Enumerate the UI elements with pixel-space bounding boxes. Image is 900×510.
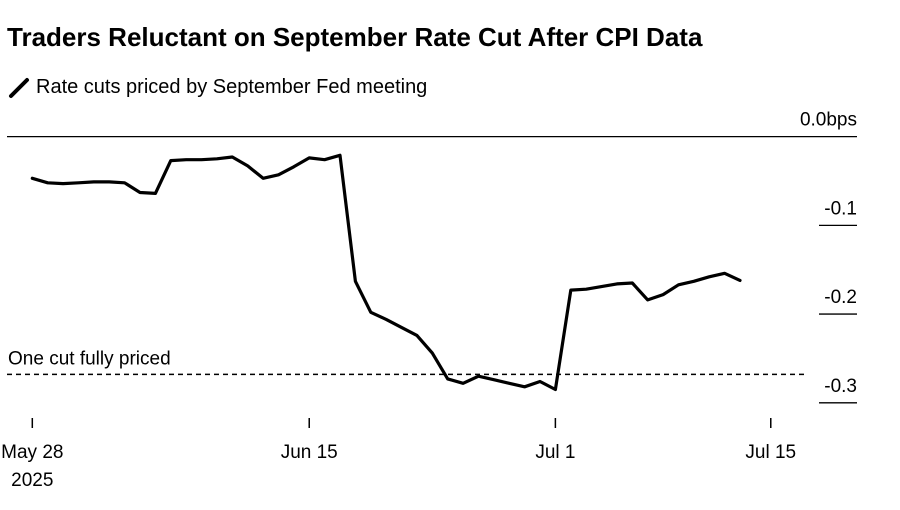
data-point-0	[31, 177, 34, 180]
x-axis: May 28 2025 Jun 15 Jul 1 Jul 15	[1, 418, 796, 491]
x-tick-label-2-0: Jul 1	[535, 442, 575, 463]
data-point-20	[338, 154, 341, 157]
legend-label: Rate cuts priced by September Fed meetin…	[36, 76, 427, 98]
y-tick-label-3: -0.3	[824, 376, 857, 397]
data-point-33	[538, 380, 541, 383]
data-point-43	[692, 280, 695, 283]
data-point-42	[677, 283, 680, 286]
data-point-40	[646, 298, 649, 301]
data-point-23	[385, 318, 388, 321]
y-axis: 0.0bps -0.1 -0.2 -0.3	[7, 110, 857, 404]
data-point-27	[446, 377, 449, 380]
data-point-35	[569, 289, 572, 292]
data-point-22	[369, 311, 372, 314]
data-point-45	[723, 272, 726, 275]
data-point-5	[108, 180, 111, 183]
data-point-46	[738, 279, 741, 282]
data-point-18	[308, 156, 311, 159]
data-point-19	[323, 158, 326, 161]
data-point-4	[92, 180, 95, 183]
x-tick-label-1-0: Jun 15	[281, 442, 338, 463]
data-point-28	[462, 382, 465, 385]
data-point-26	[431, 352, 434, 355]
data-point-37	[600, 285, 603, 288]
y-tick-label-2: -0.2	[824, 287, 857, 308]
data-point-16	[277, 173, 280, 176]
data-point-39	[631, 281, 634, 284]
x-tick-label-0-0: May 28	[1, 442, 63, 463]
data-point-2	[62, 182, 65, 185]
data-point-8	[154, 192, 157, 195]
x-tick-label-3-0: Jul 15	[745, 442, 796, 463]
x-tick-label-0-1: 2025	[11, 470, 53, 491]
data-point-3	[77, 181, 80, 184]
data-point-14	[246, 164, 249, 167]
y-tick-label-1: -0.1	[824, 198, 857, 219]
data-point-17	[292, 165, 295, 168]
data-point-38	[615, 282, 618, 285]
data-point-7	[138, 191, 141, 194]
data-point-10	[185, 158, 188, 161]
data-point-12	[215, 157, 218, 160]
data-point-24	[400, 326, 403, 329]
data-point-15	[262, 177, 265, 180]
data-point-6	[123, 181, 126, 184]
data-point-25	[415, 334, 418, 337]
reference-line-label: One cut fully priced	[8, 348, 171, 369]
data-point-36	[585, 288, 588, 291]
data-point-9	[169, 159, 172, 162]
data-point-32	[523, 385, 526, 388]
data-point-1	[46, 181, 49, 184]
data-point-41	[662, 293, 665, 296]
data-point-11	[200, 158, 203, 161]
data-point-31	[508, 382, 511, 385]
series-line	[30, 153, 742, 392]
legend-swatch	[9, 78, 29, 98]
data-point-29	[477, 375, 480, 378]
data-point-13	[231, 155, 234, 158]
data-point-21	[354, 280, 357, 283]
data-point-34	[554, 388, 557, 391]
y-tick-label-0: 0.0bps	[800, 110, 857, 131]
chart-title: Traders Reluctant on September Rate Cut …	[7, 22, 703, 52]
data-point-30	[492, 378, 495, 381]
data-point-44	[708, 275, 711, 278]
